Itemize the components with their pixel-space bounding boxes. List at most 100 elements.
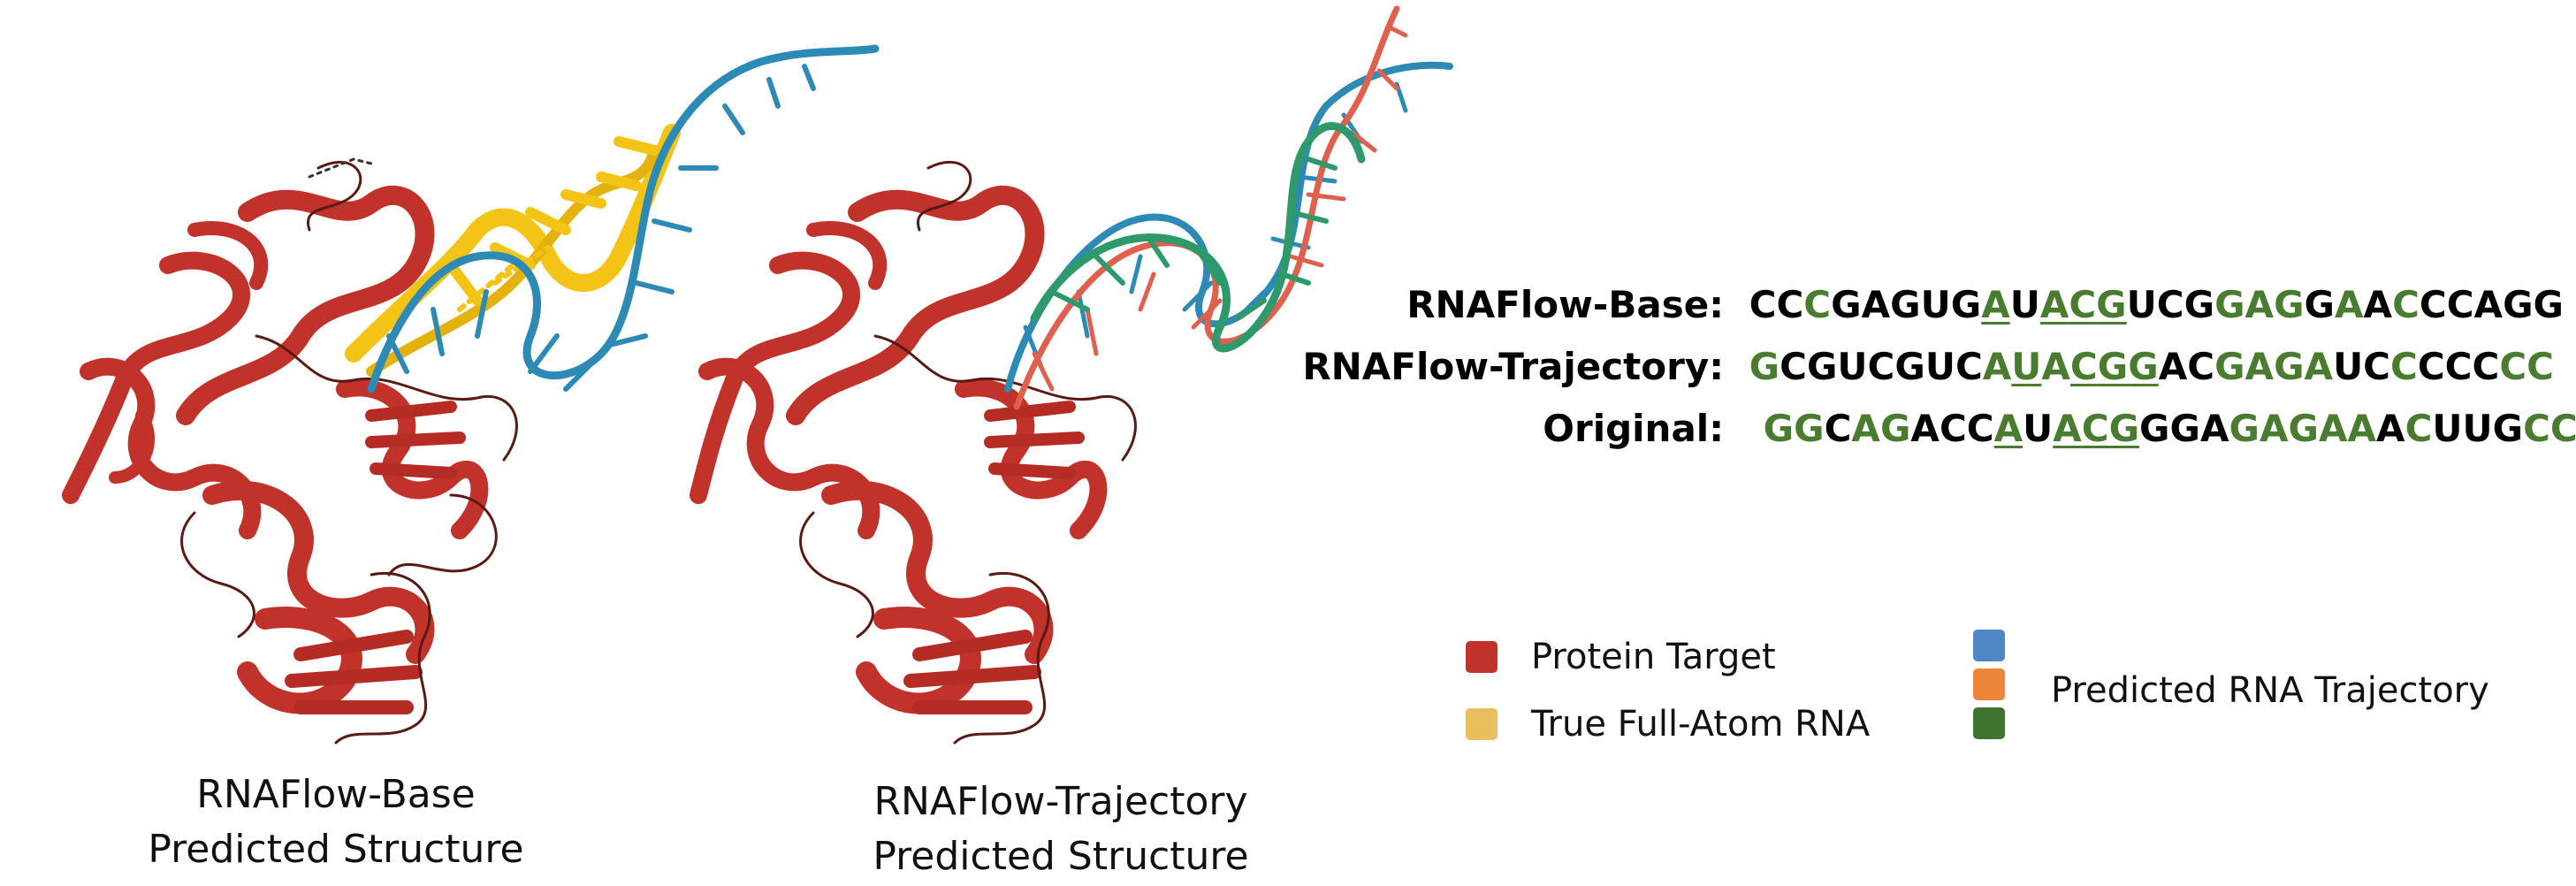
nucleotide: G	[2214, 345, 2245, 388]
nucleotide: C	[2363, 345, 2390, 388]
nucleotide: C	[2069, 283, 2097, 326]
nucleotide: A	[1993, 407, 2023, 450]
nucleotide: G	[2096, 283, 2127, 326]
nucleotide: C	[2419, 283, 2447, 326]
nucleotide: U	[2333, 345, 2364, 388]
nucleotide: U	[2009, 283, 2040, 326]
sequence-letters: CCCGAGUGAUACGUCGGAGGAACCCAGG	[1749, 283, 2564, 326]
nucleotide: U	[1837, 345, 1868, 388]
nucleotide: C	[2549, 407, 2576, 450]
nucleotide: C	[2392, 283, 2420, 326]
nucleotide: A	[2244, 283, 2275, 326]
nucleotide: G	[2274, 345, 2305, 388]
nucleotide: G	[1806, 345, 1838, 388]
nucleotide: C	[1939, 407, 1967, 450]
nucleotide: G	[2274, 283, 2305, 326]
base-caption-line-1: RNAFlow-Base	[196, 772, 476, 817]
nucleotide: G	[1831, 283, 1862, 326]
nucleotide: U	[1924, 345, 1955, 388]
nucleotide: G	[2097, 345, 2129, 388]
nucleotide: G	[1894, 345, 1925, 388]
legend-predicted-trajectory: Predicted RNA Trajectory	[2051, 670, 2489, 711]
nucleotide: C	[2081, 407, 2109, 450]
nucleotide: G	[1794, 407, 1825, 450]
nucleotide: A	[2376, 407, 2405, 450]
nucleotide: C	[2446, 283, 2474, 326]
legend-protein-target: Protein Target	[1466, 637, 1776, 677]
sequence-label: RNAFlow-Base:	[1406, 283, 1724, 326]
nucleotide: C	[2523, 407, 2550, 450]
nucleotide: A	[2053, 407, 2082, 450]
nucleotide: U	[1920, 283, 1951, 326]
trajectory-structure-illustration	[690, 5, 1453, 745]
nucleotide: A	[1851, 407, 1880, 450]
nucleotide: U	[2432, 407, 2463, 450]
nucleotide: C	[1780, 345, 1807, 388]
nucleotide: C	[2526, 345, 2554, 388]
nucleotide: U	[2462, 407, 2493, 450]
sequence-letters: GCGUCGUCAUACGGACGAGAUCCCCCCC	[1749, 345, 2554, 388]
legend: Protein Target True Full-Atom RNA Predic…	[1450, 619, 2555, 760]
nucleotide: A	[2473, 283, 2504, 326]
nucleotide: G	[2214, 283, 2245, 326]
trajectory-caption-line-2: Predicted Structure	[873, 834, 1249, 879]
trajectory-caption-line-1: RNAFlow-Trajectory	[873, 779, 1248, 824]
nucleotide: G	[1763, 407, 1795, 450]
nucleotide: A	[2335, 283, 2364, 326]
nucleotide: A	[2363, 283, 2393, 326]
nucleotide: C	[2156, 283, 2184, 326]
legend-true-rna-label: True Full-Atom RNA	[1531, 704, 1871, 745]
nucleotide: G	[2288, 407, 2320, 450]
nucleotide: C	[2187, 345, 2215, 388]
nucleotide: G	[1879, 407, 1911, 450]
nucleotide: C	[1776, 283, 1804, 326]
nucleotide: G	[2128, 345, 2159, 388]
nucleotide: G	[1749, 345, 1780, 388]
protein-target-swatch	[1466, 641, 1498, 673]
nucleotide: G	[1890, 283, 1921, 326]
nucleotide: C	[1966, 407, 1994, 450]
nucleotide: U	[2126, 283, 2157, 326]
trajectory-structure-panel	[672, 0, 1467, 760]
legend-true-rna: True Full-Atom RNA	[1466, 704, 1870, 745]
nucleotide: G	[2169, 407, 2201, 450]
true-rna-swatch	[1466, 708, 1498, 740]
nucleotide: C	[2499, 345, 2527, 388]
nucleotide: C	[1803, 283, 1832, 326]
base-structure-panel	[35, 0, 919, 760]
nucleotide: C	[2444, 345, 2473, 388]
nucleotide: C	[2405, 407, 2433, 450]
nucleotide: G	[2139, 407, 2170, 450]
nucleotide: A	[1981, 283, 2010, 326]
nucleotide: C	[1955, 345, 1983, 388]
nucleotide: A	[2319, 407, 2348, 450]
nucleotide: G	[2492, 407, 2524, 450]
nucleotide: A	[2039, 283, 2069, 326]
trajectory-swatch-blue	[1973, 630, 2005, 661]
nucleotide: A	[2200, 407, 2229, 450]
trajectory-swatch-orange	[1973, 668, 2005, 700]
nucleotide: A	[2244, 345, 2275, 388]
legend-protein-target-label: Protein Target	[1531, 637, 1776, 677]
trajectory-rna-green	[1030, 122, 1366, 353]
nucleotide: C	[1749, 283, 1777, 326]
nucleotide: A	[2304, 345, 2334, 388]
nucleotide: A	[2041, 345, 2070, 388]
sequence-row-original: Original: GGCAGACCAUACGGGAGAGAAACUUGCC	[1273, 407, 2576, 450]
nucleotide: G	[2503, 283, 2534, 326]
base-structure-caption: RNAFlow-Base Predicted Structure	[88, 768, 583, 877]
sequence-row-base: RNAFlow-Base: CCCGAGUGAUACGUCGGAGGAACCCA…	[1273, 283, 2564, 326]
nucleotide: A	[1861, 283, 1891, 326]
sequence-row-trajectory: RNAFlow-Trajectory: GCGUCGUCAUACGGACGAGA…	[1273, 345, 2554, 388]
base-caption-line-2: Predicted Structure	[148, 827, 524, 872]
sequence-label: RNAFlow-Trajectory:	[1302, 345, 1724, 388]
nucleotide: U	[2023, 407, 2054, 450]
nucleotide: C	[2390, 345, 2418, 388]
nucleotide: U	[2011, 345, 2042, 388]
nucleotide: C	[1824, 407, 1852, 450]
protein-target-ribbon-trajectory	[690, 161, 1137, 745]
nucleotide: G	[1950, 283, 1982, 326]
nucleotide: G	[2533, 283, 2565, 326]
nucleotide: A	[2347, 407, 2377, 450]
true-rna-ribbon	[345, 124, 681, 377]
